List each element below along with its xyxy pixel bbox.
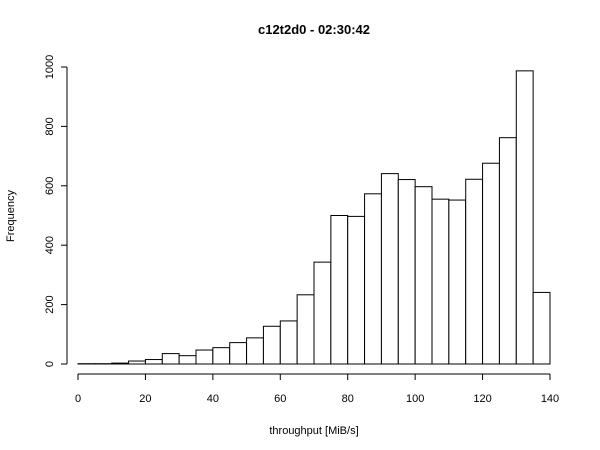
y-tick-label: 400: [44, 236, 56, 254]
bar: [364, 193, 382, 365]
bar: [178, 355, 197, 365]
bar: [498, 137, 517, 365]
bar: [380, 173, 399, 365]
bar: [448, 199, 467, 365]
x-axis-label: throughput [MiB/s]: [269, 425, 358, 437]
bar: [313, 261, 332, 365]
x-tick-label: 120: [473, 393, 491, 405]
bar: [212, 347, 231, 365]
bar: [111, 362, 130, 365]
bar: [465, 178, 484, 365]
bar: [246, 337, 264, 365]
x-tick-label: 100: [406, 393, 424, 405]
y-tick-label: 0: [44, 361, 56, 367]
x-tick-label: 40: [207, 393, 219, 405]
bar: [397, 179, 416, 365]
bar: [128, 360, 146, 365]
bar: [482, 162, 500, 365]
bar: [229, 342, 248, 365]
bar: [144, 359, 163, 365]
bar: [414, 186, 433, 365]
bar: [296, 294, 315, 365]
y-tick-label: 1000: [44, 55, 56, 79]
chart-title: c12t2d0 - 02:30:42: [258, 22, 370, 37]
y-tick-label: 800: [44, 117, 56, 135]
x-tick-label: 20: [139, 393, 151, 405]
y-tick-label: 200: [44, 295, 56, 313]
x-tick-label: 140: [541, 393, 559, 405]
bar: [347, 215, 366, 365]
bar: [262, 325, 281, 365]
bar: [532, 291, 551, 365]
bar: [279, 320, 298, 365]
y-axis-label: Frequency: [5, 190, 17, 242]
x-tick-label: 0: [75, 393, 81, 405]
bar: [195, 349, 214, 365]
x-tick-label: 60: [274, 393, 286, 405]
bar: [330, 215, 349, 365]
bar: [431, 198, 450, 365]
bar: [515, 70, 534, 365]
y-tick-label: 600: [44, 177, 56, 195]
bar: [161, 353, 180, 365]
x-tick-label: 80: [342, 393, 354, 405]
